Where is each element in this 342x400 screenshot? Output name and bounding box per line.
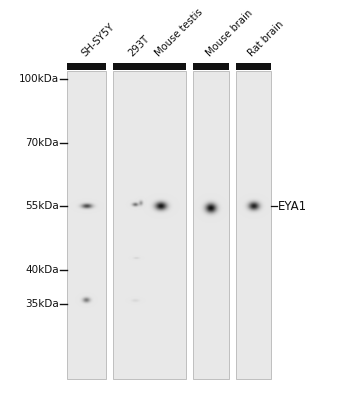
Text: 35kDa: 35kDa [25,299,58,309]
Bar [193,71,229,379]
Bar [193,63,229,70]
Text: 55kDa: 55kDa [25,201,58,211]
Text: 293T: 293T [127,34,151,58]
Bar [113,63,186,70]
Text: 40kDa: 40kDa [25,265,58,275]
Bar [236,63,272,70]
Text: Mouse brain: Mouse brain [204,8,254,58]
Bar [67,71,106,379]
Text: 70kDa: 70kDa [25,138,58,148]
Text: SH-SY5Y: SH-SY5Y [80,21,116,58]
Text: EYA1: EYA1 [278,200,307,213]
Bar [113,71,186,379]
Text: Mouse testis: Mouse testis [154,7,205,58]
Bar [236,71,272,379]
Text: 100kDa: 100kDa [18,74,58,84]
Text: Rat brain: Rat brain [247,19,286,58]
Bar [67,63,106,70]
